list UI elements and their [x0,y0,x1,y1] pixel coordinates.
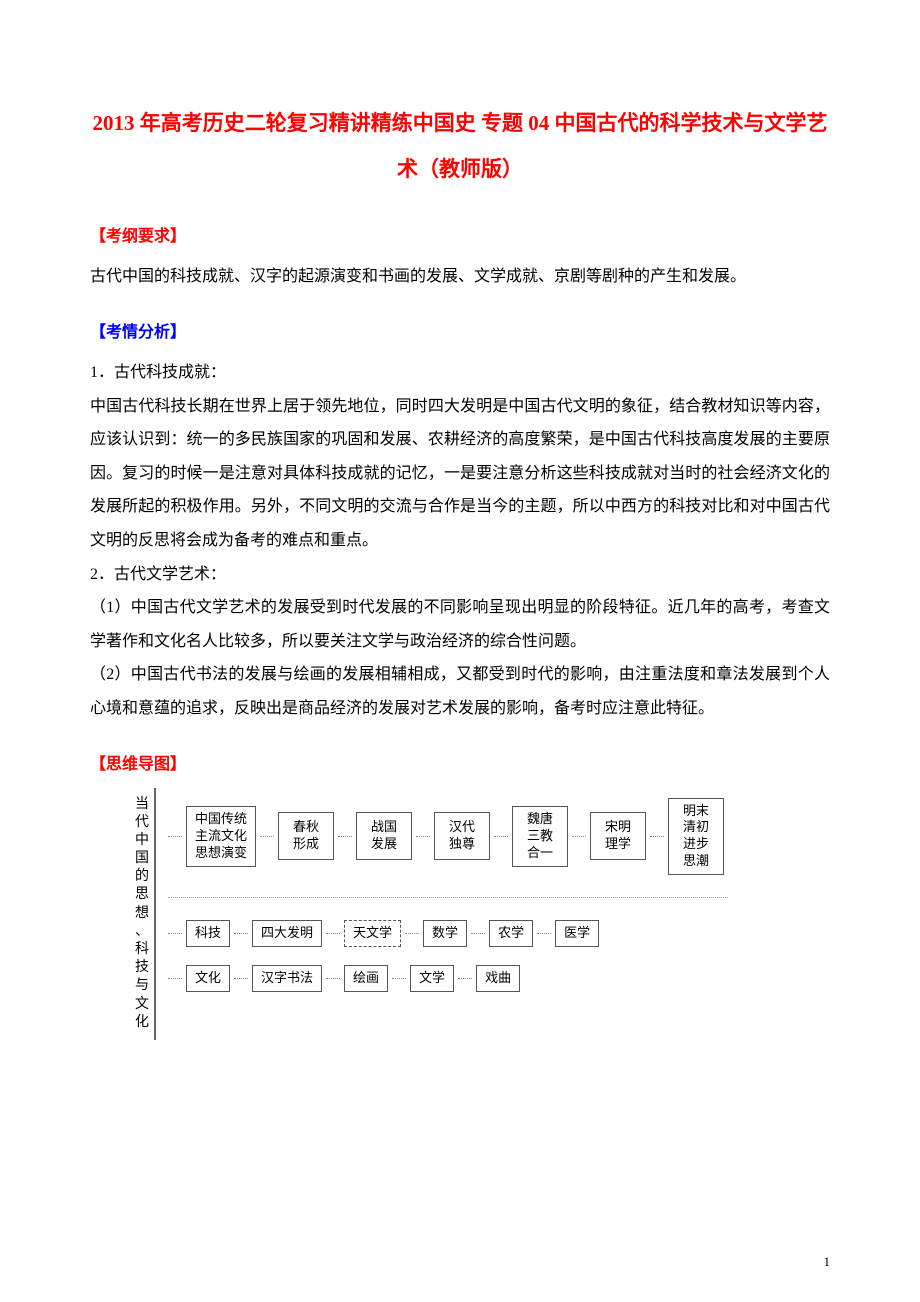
kaoqing-item2-sub1: （1）中国古代文学艺术的发展受到时代发展的不同影响呈现出明显的阶段特征。近几年的… [90,591,830,658]
diagram-box-main-2: 科技 [186,920,230,947]
vertical-label-char: 中 [135,832,149,850]
diagram-box: 魏唐三教合一 [512,806,568,867]
kaoqing-item2-title: 2．古代文学艺术： [90,558,830,592]
page-title: 2013 年高考历史二轮复习精讲精练中国史 专题 04 中国古代的科学技术与文学… [90,100,830,192]
connector [168,933,182,934]
row-divider [168,897,728,898]
diagram-box: 汉代独尊 [434,812,490,860]
vertical-label-char: 国 [135,850,149,868]
diagram-row-1: 中国传统主流文化思想演变 春秋形成战国发展汉代独尊魏唐三教合一宋明理学明末清初进… [168,798,728,876]
connector [338,836,352,837]
diagram-box: 戏曲 [476,965,520,992]
connector [458,978,472,979]
vertical-label-char: 的 [135,868,149,886]
diagram-box: 宋明理学 [590,812,646,860]
kaoqing-item1-text: 中国古代科技长期在世界上居于领先地位，同时四大发明是中国古代文明的象征，结合教材… [90,390,830,558]
diagram-box: 明末清初进步思潮 [668,798,724,876]
connector [537,933,551,934]
section-header-kaoqing: 【考情分析】 [90,318,830,342]
vertical-label-char: 化 [135,1014,149,1032]
connector [168,978,182,979]
connector [471,933,485,934]
connector [234,978,248,979]
diagram-box: 天文学 [344,920,401,947]
vertical-label-char: 科 [135,941,149,959]
mind-map-diagram: 当代中国的思想、科技与文化 中国传统主流文化思想演变 春秋形成战国发展汉代独尊魏… [90,788,830,1040]
vertical-label-char: 代 [135,814,149,832]
diagram-box: 文学 [410,965,454,992]
vertical-label-char: 文 [135,996,149,1014]
diagram-box: 春秋形成 [278,812,334,860]
diagram-box: 数学 [423,920,467,947]
diagram-row-2: 科技 四大发明天文学数学农学医学 [168,920,728,947]
kaoqing-item2-sub2: （2）中国古代书法的发展与绘画的发展相辅相成，又都受到时代的影响，由注重法度和章… [90,658,830,725]
diagram-box: 汉字书法 [252,965,322,992]
diagram-box: 战国发展 [356,812,412,860]
connector [494,836,508,837]
diagram-box-main-3: 文化 [186,965,230,992]
vertical-label-char: 与 [135,977,149,995]
connector [260,836,274,837]
section-header-kaogang: 【考纲要求】 [90,222,830,246]
section-header-siwei: 【思维导图】 [90,750,830,774]
diagram-box: 四大发明 [252,920,322,947]
diagram-vertical-label: 当代中国的思想、科技与文化 [130,788,154,1040]
kaogang-text: 古代中国的科技成就、汉字的起源演变和书画的发展、文学成就、京剧等剧种的产生和发展… [90,260,830,294]
kaoqing-item1-title: 1．古代科技成就： [90,356,830,390]
connector [234,933,248,934]
diagram-box: 农学 [489,920,533,947]
vertical-label-char: 想 [135,905,149,923]
diagram-box-main-1: 中国传统主流文化思想演变 [186,806,256,867]
connector [326,978,340,979]
connector [405,933,419,934]
connector [416,836,430,837]
connector [572,836,586,837]
vertical-label-char: 当 [135,796,149,814]
connector [168,836,182,837]
page-number: 1 [824,1254,831,1270]
diagram-row-3: 文化 汉字书法绘画文学戏曲 [168,965,728,992]
connector [650,836,664,837]
vertical-label-char: 、 [135,923,149,941]
diagram-box: 医学 [555,920,599,947]
connector [392,978,406,979]
vertical-label-char: 思 [135,886,149,904]
diagram-box: 绘画 [344,965,388,992]
vertical-label-char: 技 [135,959,149,977]
connector [326,933,340,934]
